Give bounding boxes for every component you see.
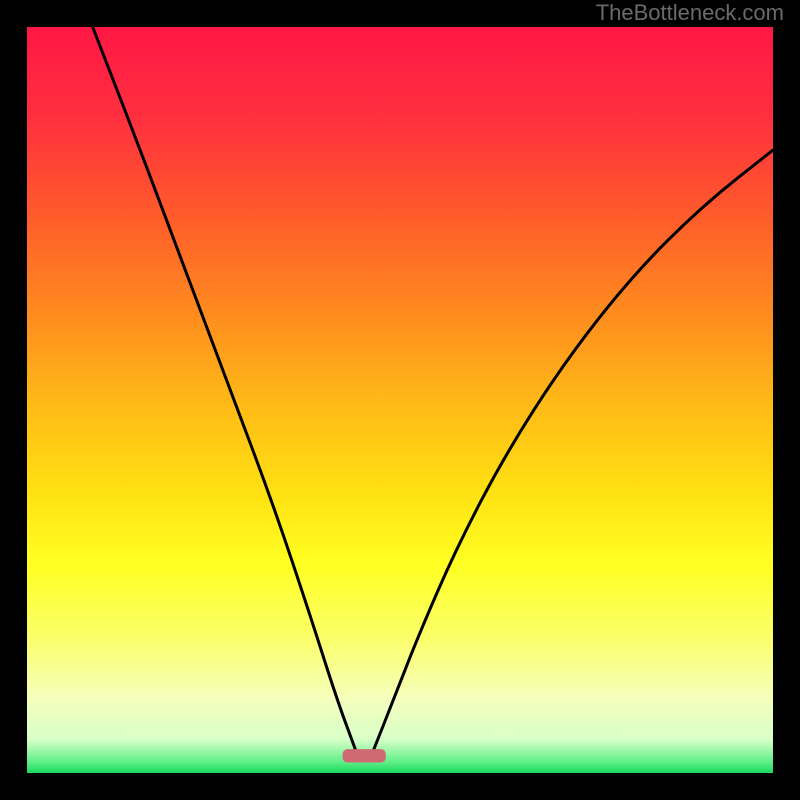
watermark-text: TheBottleneck.com <box>596 0 784 26</box>
bottleneck-marker <box>343 749 386 762</box>
plot-svg <box>27 27 773 773</box>
plot-background <box>27 27 773 773</box>
bottleneck-plot <box>27 27 773 773</box>
